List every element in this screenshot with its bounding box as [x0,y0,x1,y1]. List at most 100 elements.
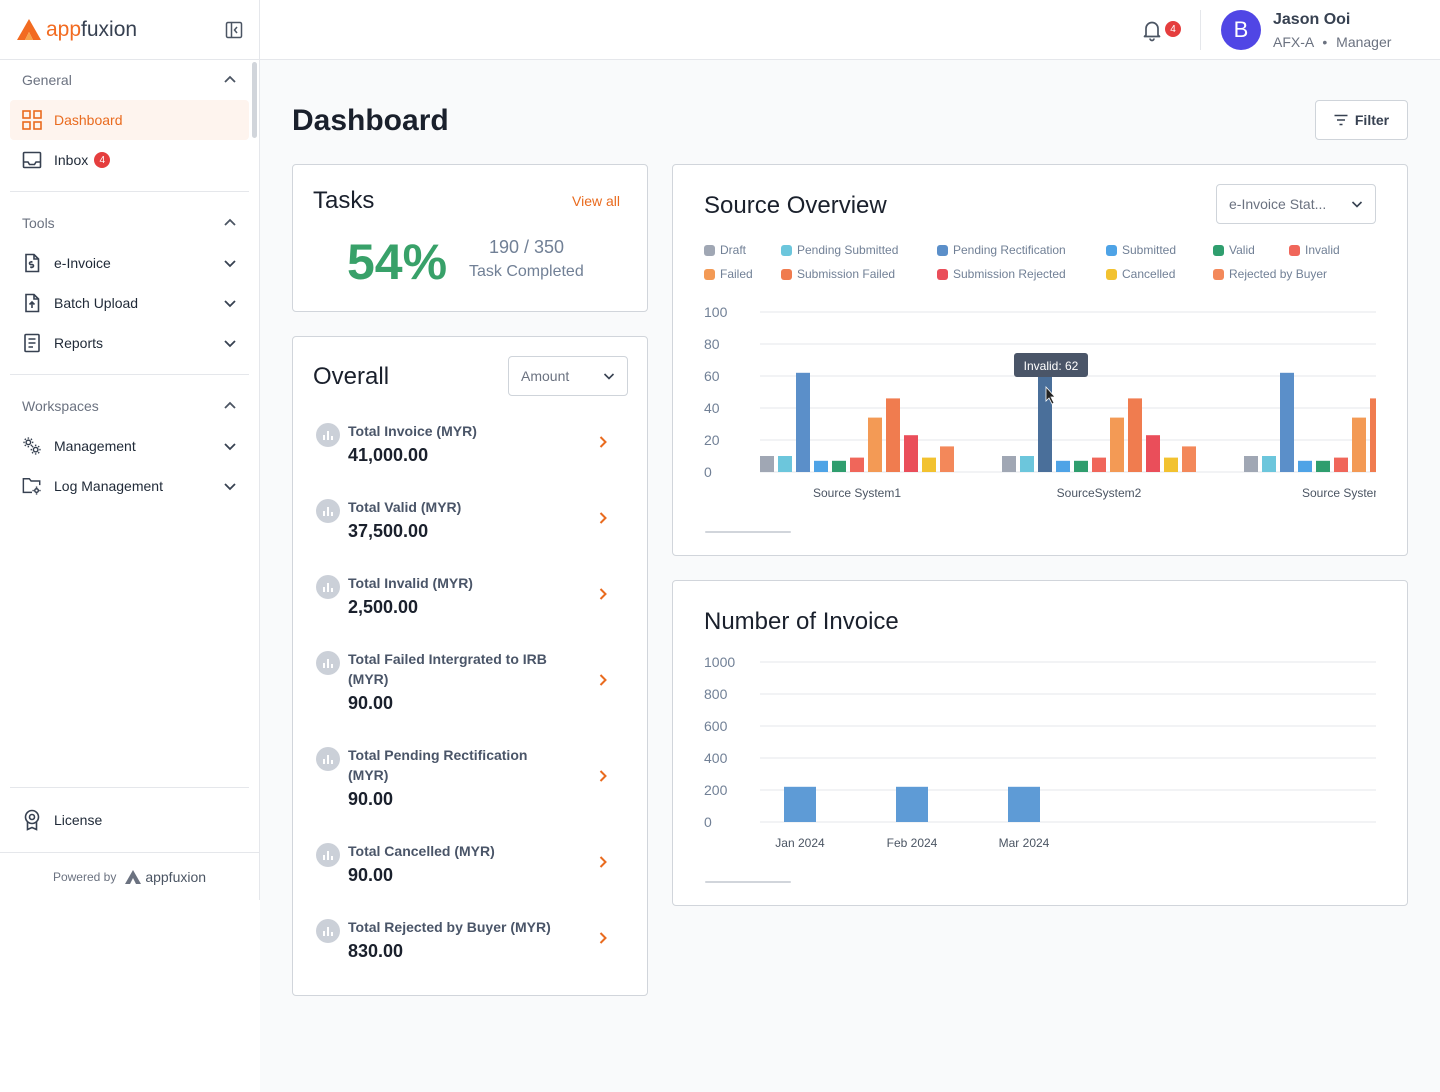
overall-item[interactable]: Total Invalid (MYR) 2,500.00 [313,573,629,617]
legend-item[interactable]: Pending Rectification [937,243,1066,257]
overall-item-label: Total Valid (MYR) [348,499,462,515]
legend-item[interactable]: Submitted [1106,243,1176,257]
chevron-up-icon [224,75,236,83]
chart-scrollbar[interactable] [705,881,791,883]
brand-logo[interactable]: app fuxion [16,18,137,42]
avatar[interactable]: B [1221,10,1261,50]
svg-text:Invalid: 62: Invalid: 62 [1024,359,1079,373]
legend-item[interactable]: Submission Failed [781,267,895,281]
einvoice-status-select[interactable]: e-Invoice Stat... [1216,184,1376,224]
overall-item[interactable]: Total Invoice (MYR) 41,000.00 [313,421,629,465]
chart-bar[interactable] [1334,457,1348,472]
chart-bar[interactable] [1092,457,1106,472]
legend-item[interactable]: Invalid [1289,243,1340,257]
overall-item[interactable]: Total Rejected by Buyer (MYR) 830.00 [313,917,629,961]
chart-bar[interactable] [1074,460,1088,472]
section-workspaces[interactable]: Workspaces [10,386,249,426]
chart-bar[interactable] [896,786,928,822]
powered-by-logo: appfuxion [124,869,206,885]
overall-card: Overall Amount Total Invoice (MYR) 41,000… [292,336,648,996]
filter-button[interactable]: Filter [1315,100,1408,140]
chart-bar[interactable] [1128,398,1142,472]
bar-chart-icon [316,651,340,675]
legend-label: Submitted [1122,243,1177,257]
sidebar-item-reports[interactable]: Reports [10,323,249,363]
chart-bar[interactable] [1038,372,1052,472]
overall-item[interactable]: Total Cancelled (MYR) 90.00 [313,841,629,885]
chart-bar[interactable] [1146,435,1160,472]
chart-bar[interactable] [1262,456,1276,472]
overall-item[interactable]: Total Failed Intergrated to IRB (MYR) 90.… [313,649,629,713]
overall-metric-select[interactable]: Amount [508,356,628,396]
chart-bar[interactable] [1370,398,1384,472]
chevron-right-icon[interactable] [598,511,608,525]
sidebar-item-dashboard[interactable]: Dashboard [10,100,249,140]
sidebar-item-label: License [54,812,103,828]
chart-bar[interactable] [832,460,846,472]
sidebar-item-label: Management [54,438,136,454]
sidebar-item-einvoice[interactable]: e-Invoice [10,243,249,283]
topbar: 4 B Jason Ooi AFX-A • Manager [260,0,1440,60]
chevron-right-icon[interactable] [598,673,608,687]
chart-bar[interactable] [1110,417,1124,472]
chevron-right-icon[interactable] [598,435,608,449]
chart-bar[interactable] [1298,460,1312,472]
view-all-link[interactable]: View all [572,193,620,209]
legend-item[interactable]: Cancelled [1106,267,1175,281]
y-tick-label: 1000 [704,654,735,670]
sidebar-item-management[interactable]: Management [10,426,249,466]
overall-item-value: 90.00 [348,865,394,885]
chart-bar[interactable] [886,398,900,472]
bell-icon[interactable] [1140,18,1164,42]
chart-bar[interactable] [1002,456,1016,472]
chart-bar[interactable] [940,446,954,472]
legend-item[interactable]: Failed [704,267,753,281]
overall-item-value: 41,000.00 [348,445,429,465]
chart-scrollbar[interactable] [705,531,791,533]
chevron-right-icon[interactable] [598,931,608,945]
sidebar-item-license[interactable]: License [10,800,249,840]
chevron-right-icon[interactable] [598,855,608,869]
chart-bar[interactable] [1182,446,1196,472]
chevron-right-icon[interactable] [598,769,608,783]
chart-bar[interactable] [1008,786,1040,822]
legend-swatch [937,268,948,280]
sidebar-item-inbox[interactable]: Inbox 4 [10,140,249,180]
chart-bar[interactable] [1056,460,1070,472]
legend-item[interactable]: Draft [704,243,746,257]
overall-item[interactable]: Total Valid (MYR) 37,500.00 [313,497,629,541]
chart-bar[interactable] [868,417,882,472]
chart-bar[interactable] [760,456,774,472]
user-name[interactable]: Jason Ooi [1273,11,1351,28]
section-tools[interactable]: Tools [10,203,249,243]
chart-bar[interactable] [922,457,936,472]
mouse-cursor-icon [1045,385,1056,405]
chart-bar[interactable] [1244,456,1258,472]
chart-bar[interactable] [1352,417,1366,472]
sidebar-item-batch-upload[interactable]: Batch Upload [10,283,249,323]
y-tick-label: 400 [704,750,728,766]
chart-bar[interactable] [1020,456,1034,472]
chart-bar[interactable] [814,460,828,472]
chart-bar[interactable] [850,457,864,472]
sidebar-scrollbar[interactable] [252,62,257,138]
chevron-right-icon[interactable] [598,587,608,601]
legend-item[interactable]: Valid [1213,243,1255,257]
chart-bar[interactable] [1280,372,1294,472]
overall-item[interactable]: Total Pending Rectification (MYR) 90.00 [313,745,629,809]
legend-item[interactable]: Rejected by Buyer [1213,267,1327,281]
dashboard-grid-icon [22,110,42,130]
section-general[interactable]: General [10,60,249,100]
collapse-sidebar-icon[interactable] [225,21,243,39]
chart-bar[interactable] [904,435,918,472]
chart-bar[interactable] [1406,458,1407,472]
sidebar-item-log-management[interactable]: Log Management [10,466,249,506]
legend-item[interactable]: Submission Rejected [937,267,1066,281]
chart-bar[interactable] [796,372,810,472]
chart-bar[interactable] [1388,435,1402,472]
chart-bar[interactable] [778,456,792,472]
legend-item[interactable]: Pending Submitted [781,243,898,257]
chart-bar[interactable] [1164,457,1178,472]
chart-bar[interactable] [784,786,816,822]
chart-bar[interactable] [1316,460,1330,472]
